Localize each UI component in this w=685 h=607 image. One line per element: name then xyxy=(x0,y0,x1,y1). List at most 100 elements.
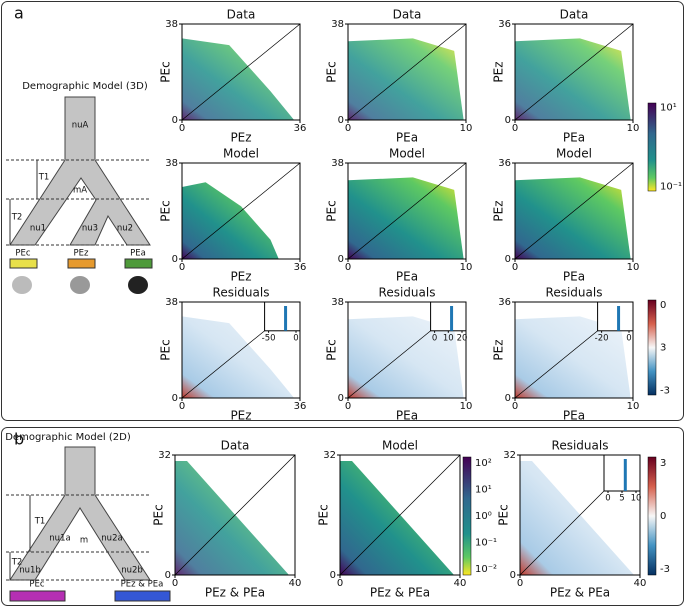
plot-title: Model xyxy=(556,147,592,161)
x-label: PEz xyxy=(230,131,251,145)
y-label: PEc xyxy=(497,504,511,525)
heatmap xyxy=(182,182,279,259)
diagonal xyxy=(514,162,634,260)
diagonal xyxy=(181,23,301,121)
inset xyxy=(603,454,641,492)
plot-title: Data xyxy=(393,8,422,22)
plot-title: Data xyxy=(560,8,589,22)
y-label: PEz xyxy=(492,61,506,82)
x-tick-label: 10 xyxy=(460,123,473,134)
plot-frame xyxy=(514,162,634,260)
plot-title: Model xyxy=(382,439,418,453)
inset-tick-label: -50 xyxy=(262,333,276,343)
y-tick-label: 38 xyxy=(331,19,344,30)
inset-tick-label: 20 xyxy=(457,333,468,343)
y-tick-label: 0 xyxy=(505,115,511,126)
inset xyxy=(430,301,467,332)
heatmap xyxy=(348,316,464,398)
node-label: nuA xyxy=(72,121,89,131)
x-tick-label: 10 xyxy=(627,262,640,273)
plot-frame xyxy=(347,301,467,399)
inset-tick-label: 0 xyxy=(605,494,610,504)
colorbar-label: 10¹ xyxy=(475,484,492,495)
y-tick-label: 0 xyxy=(510,570,516,581)
y-tick-label: 38 xyxy=(331,158,344,169)
x-tick-label: 0 xyxy=(172,578,178,589)
y-label: PEc xyxy=(152,504,166,525)
plot-frame xyxy=(514,301,634,399)
inset-tick-label: 10 xyxy=(443,333,454,343)
node-label: m xyxy=(80,536,88,546)
inset xyxy=(264,301,301,332)
y-label: PEz xyxy=(492,339,506,360)
x-label: PEa xyxy=(396,270,418,284)
x-tick-label: 10 xyxy=(627,123,640,134)
plot-title: Data xyxy=(227,8,256,22)
y-tick-label: 32 xyxy=(503,450,516,461)
plot-title: Model xyxy=(389,147,425,161)
diagonal xyxy=(339,454,461,576)
time-arrows xyxy=(9,495,31,580)
x-tick-label: 0 xyxy=(512,123,518,134)
time-lines xyxy=(6,494,150,581)
heatmap xyxy=(348,38,464,120)
x-tick-label: 0 xyxy=(345,262,351,273)
plot-frame xyxy=(519,454,641,576)
y-label: PEc xyxy=(159,339,173,360)
plot-frame xyxy=(339,454,461,576)
plot-frame xyxy=(181,301,301,399)
inset-hist xyxy=(450,306,454,331)
y-tick-label: 32 xyxy=(323,450,336,461)
plot-frame xyxy=(347,23,467,121)
x-label: PEz xyxy=(230,409,251,423)
y-tick-label: 0 xyxy=(505,393,511,404)
colorbar xyxy=(462,456,472,576)
plot-frame xyxy=(181,23,301,121)
node-label: nu3 xyxy=(82,224,98,234)
inset xyxy=(597,301,634,332)
inset-tick-label: 0 xyxy=(432,333,437,343)
node-label: nu2b xyxy=(121,566,143,576)
diagonal xyxy=(174,454,296,576)
diagonal xyxy=(181,162,301,260)
y-tick-label: 36 xyxy=(498,158,511,169)
colorbar-label: -3 xyxy=(660,564,670,575)
node-label: nu2 xyxy=(117,224,133,234)
heatmap xyxy=(515,38,631,120)
x-tick-label: 36 xyxy=(294,123,307,134)
x-label: PEa xyxy=(563,409,585,423)
population-label: PEc xyxy=(15,249,30,259)
x-tick-label: 10 xyxy=(460,262,473,273)
heatmap xyxy=(182,316,295,398)
plot-title: Residuals xyxy=(552,439,609,453)
y-tick-label: 0 xyxy=(165,570,171,581)
colorbar-label: 0 xyxy=(660,300,666,311)
model-title: Demographic Model (2D) xyxy=(5,432,131,443)
inset-hist xyxy=(284,306,288,331)
panel-label: b xyxy=(14,430,24,449)
node-label: nu1 xyxy=(30,224,46,234)
y-tick-label: 0 xyxy=(338,115,344,126)
population-box xyxy=(114,590,171,602)
inset-tick-label: 5 xyxy=(619,494,624,504)
x-label: PEz & PEa xyxy=(370,586,430,600)
x-label: PEz xyxy=(230,270,251,284)
heatmap xyxy=(182,38,295,120)
colorbar-label: 10⁻¹ xyxy=(475,538,497,549)
y-label: PEc xyxy=(159,61,173,82)
heatmap xyxy=(348,177,464,259)
y-tick-label: 0 xyxy=(172,254,178,265)
node-label: nu1b xyxy=(19,566,41,576)
time-lines xyxy=(6,159,150,246)
colorbar-label: 0 xyxy=(660,511,666,522)
inset-hist xyxy=(623,459,627,491)
population-label: PEz xyxy=(74,249,89,259)
panel-a-frame xyxy=(1,1,684,421)
plot-title: Data xyxy=(221,439,250,453)
x-label: PEz & PEa xyxy=(550,586,610,600)
diagonal xyxy=(347,23,467,121)
model-title: Demographic Model (3D) xyxy=(22,81,148,92)
x-label: PEa xyxy=(563,131,585,145)
y-tick-label: 38 xyxy=(165,158,178,169)
